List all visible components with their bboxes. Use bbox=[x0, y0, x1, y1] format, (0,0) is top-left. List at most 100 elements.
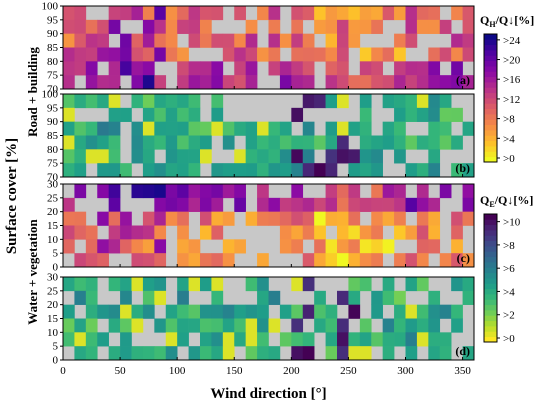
heatmap-cell bbox=[177, 107, 189, 122]
heatmap-cell bbox=[371, 239, 383, 254]
y-tick-label: 70 bbox=[47, 84, 59, 96]
heatmap-cell bbox=[211, 346, 224, 361]
x-tick-label: 250 bbox=[340, 365, 357, 377]
heatmap-cell bbox=[325, 33, 338, 48]
heatmap-cell bbox=[451, 253, 463, 268]
colorbar-title-rest: /Q↓[%] bbox=[495, 13, 535, 27]
heatmap-cell bbox=[200, 277, 212, 292]
heatmap-cell bbox=[382, 135, 395, 150]
colorbar-segment bbox=[484, 299, 497, 306]
heatmap-cell bbox=[382, 290, 395, 305]
heatmap-cell bbox=[337, 290, 349, 305]
heatmap-cell bbox=[120, 277, 132, 292]
heatmap-cell bbox=[222, 184, 235, 199]
heatmap-cell bbox=[257, 149, 269, 164]
heatmap-cell bbox=[302, 211, 315, 226]
heatmap-cell bbox=[245, 75, 258, 90]
heatmap-cell bbox=[142, 149, 155, 164]
heatmap-cell bbox=[405, 318, 418, 333]
heatmap-cell bbox=[451, 304, 463, 319]
heatmap-cell bbox=[394, 332, 406, 347]
heatmap-cell bbox=[97, 135, 109, 150]
heatmap-cell bbox=[234, 304, 246, 319]
heatmap-cell bbox=[142, 19, 155, 34]
heatmap-cell bbox=[245, 318, 258, 333]
x-tick-label: 300 bbox=[397, 365, 414, 377]
heatmap-cell bbox=[394, 197, 406, 212]
heatmap-cell bbox=[428, 225, 441, 240]
colorbar-label: >0 bbox=[503, 333, 515, 345]
heatmap-cell bbox=[245, 61, 258, 76]
heatmap-cell bbox=[405, 346, 418, 361]
heatmap-cell bbox=[188, 75, 201, 90]
colorbar-segment bbox=[484, 246, 497, 252]
heatmap-cell bbox=[337, 197, 349, 212]
heatmap-cell bbox=[177, 318, 189, 333]
heatmap-cell bbox=[416, 19, 429, 34]
heatmap-cell bbox=[108, 211, 121, 226]
heatmap-cell bbox=[382, 239, 395, 254]
heatmap-cell bbox=[200, 225, 212, 240]
heatmap-cell bbox=[188, 277, 201, 292]
heatmap-cell bbox=[234, 61, 246, 76]
heatmap-cell bbox=[177, 163, 189, 178]
heatmap-cell bbox=[85, 253, 98, 268]
heatmap-cell bbox=[177, 211, 189, 226]
heatmap-cell bbox=[325, 184, 338, 199]
heatmap-cell bbox=[337, 149, 349, 164]
heatmap-cell bbox=[63, 19, 75, 34]
heatmap-cell bbox=[359, 332, 372, 347]
heatmap-cell bbox=[200, 346, 212, 361]
heatmap-cell bbox=[222, 304, 235, 319]
heatmap-cell bbox=[462, 290, 475, 305]
heatmap-cell bbox=[302, 277, 315, 292]
heatmap-cell bbox=[74, 163, 87, 178]
heatmap-cell bbox=[394, 304, 406, 319]
heatmap-cell bbox=[279, 211, 292, 226]
heatmap-cell bbox=[302, 121, 315, 136]
heatmap-cell bbox=[142, 61, 155, 76]
colorbar-label: >0 bbox=[503, 153, 515, 165]
heatmap-cell bbox=[200, 61, 212, 76]
colorbar-segment bbox=[484, 310, 497, 316]
heatmap-cell bbox=[257, 121, 269, 136]
heatmap-cell bbox=[211, 33, 224, 48]
heatmap-cell bbox=[405, 33, 418, 48]
heatmap-cell bbox=[234, 75, 246, 90]
heatmap-cell bbox=[348, 277, 361, 292]
heatmap-cell bbox=[337, 33, 349, 48]
heatmap-cell bbox=[394, 290, 406, 305]
heatmap-cell bbox=[154, 253, 167, 268]
heatmap-cell bbox=[416, 239, 429, 254]
colorbar-segment bbox=[484, 76, 497, 83]
heatmap-cell bbox=[120, 163, 132, 178]
heatmap-cell bbox=[371, 332, 383, 347]
colorbar-segment bbox=[484, 60, 497, 67]
heatmap-cell bbox=[257, 290, 269, 305]
heatmap-cell bbox=[97, 19, 109, 34]
heatmap-cell bbox=[291, 277, 304, 292]
heatmap-cell bbox=[131, 239, 144, 254]
colorbar-segment bbox=[484, 267, 497, 274]
heatmap-cell bbox=[382, 47, 395, 62]
heatmap-cell bbox=[348, 211, 361, 226]
heatmap-cell bbox=[279, 197, 292, 212]
heatmap-cell bbox=[234, 239, 246, 254]
heatmap-cell bbox=[439, 304, 452, 319]
x-tick-label: 100 bbox=[169, 365, 186, 377]
heatmap-cell bbox=[382, 318, 395, 333]
heatmap-cell bbox=[428, 47, 441, 62]
heatmap-cell bbox=[394, 184, 406, 199]
heatmap-cell bbox=[165, 318, 178, 333]
heatmap-cell bbox=[177, 197, 189, 212]
heatmap-panels: 707580859095100(a)707580859095100(b)0510… bbox=[42, 1, 475, 367]
heatmap-cell bbox=[85, 75, 98, 90]
colorbar-segment bbox=[484, 240, 497, 247]
heatmap-cell bbox=[268, 6, 281, 21]
heatmap-cell bbox=[85, 94, 98, 109]
heatmap-cell bbox=[394, 121, 406, 136]
heatmap-cell bbox=[200, 75, 212, 90]
colorbar-segment bbox=[484, 230, 497, 236]
heatmap-cell bbox=[85, 47, 98, 62]
heatmap-cell bbox=[291, 318, 304, 333]
